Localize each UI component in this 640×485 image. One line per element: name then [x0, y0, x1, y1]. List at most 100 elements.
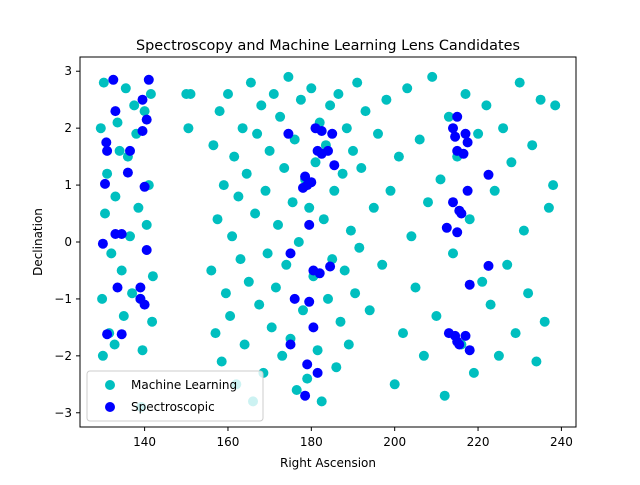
data-point-machine-learning [125, 231, 135, 242]
data-point-machine-learning [233, 191, 244, 202]
data-point-machine-learning [287, 197, 298, 208]
data-point-spectroscopic [325, 261, 336, 272]
data-point-machine-learning [118, 311, 129, 321]
data-point-machine-learning [385, 185, 396, 196]
data-point-machine-learning [216, 356, 227, 367]
data-point-machine-learning [220, 288, 231, 299]
data-point-machine-learning [393, 151, 404, 162]
data-point-machine-learning [225, 311, 236, 321]
data-point-machine-learning [310, 157, 321, 168]
data-point-machine-learning [243, 276, 254, 287]
data-point-machine-learning [316, 396, 327, 407]
data-point-spectroscopic [316, 148, 327, 159]
data-point-spectroscopic [316, 126, 327, 136]
data-point-machine-learning [245, 77, 256, 88]
data-point-machine-learning [218, 180, 229, 191]
data-point-machine-learning [268, 89, 279, 99]
data-point-machine-learning [489, 185, 500, 196]
data-point-spectroscopic [460, 128, 471, 139]
y-axis-title: Declination [31, 208, 45, 276]
data-point-machine-learning [302, 373, 313, 384]
data-point-machine-learning [214, 106, 225, 117]
data-point-machine-learning [239, 339, 250, 350]
data-point-machine-learning [402, 83, 413, 94]
data-point-spectroscopic [139, 299, 150, 310]
legend-box [86, 370, 264, 422]
legend-marker-spectroscopic [105, 402, 115, 412]
data-point-spectroscopic [441, 222, 452, 233]
data-point-machine-learning [260, 185, 271, 196]
data-point-spectroscopic [300, 390, 311, 401]
data-point-machine-learning [464, 214, 475, 225]
data-point-machine-learning [291, 385, 302, 395]
x-tick-label: 200 [383, 435, 406, 449]
data-point-machine-learning [241, 168, 252, 179]
data-point-spectroscopic [448, 123, 458, 134]
data-point-machine-learning [377, 259, 388, 270]
data-point-machine-learning [106, 248, 117, 259]
data-point-machine-learning [235, 254, 246, 265]
legend-marker-machine-learning [105, 380, 115, 390]
data-point-machine-learning [510, 328, 521, 339]
data-point-spectroscopic [285, 339, 296, 350]
data-point-machine-learning [304, 202, 315, 213]
data-point-spectroscopic [116, 229, 127, 239]
data-point-machine-learning [389, 379, 400, 390]
data-point-machine-learning [273, 219, 283, 230]
data-point-machine-learning [335, 316, 346, 327]
data-point-machine-learning [550, 100, 561, 111]
data-point-machine-learning [129, 100, 140, 111]
data-point-machine-learning [281, 259, 292, 270]
data-point-machine-learning [312, 345, 323, 356]
data-point-spectroscopic [450, 131, 461, 142]
data-point-machine-learning [498, 123, 509, 134]
data-point-spectroscopic [456, 208, 467, 219]
data-point-machine-learning [423, 197, 433, 208]
x-tick-label: 180 [300, 435, 323, 449]
data-point-machine-learning [431, 311, 442, 321]
data-point-machine-learning [535, 94, 546, 105]
data-point-spectroscopic [101, 137, 112, 148]
data-point-machine-learning [339, 265, 350, 276]
x-tick-label: 220 [467, 435, 490, 449]
data-point-machine-learning [237, 123, 248, 134]
data-point-machine-learning [120, 83, 131, 94]
data-point-spectroscopic [312, 367, 323, 378]
data-point-machine-learning [97, 350, 108, 361]
data-point-spectroscopic [97, 238, 108, 249]
data-point-spectroscopic [448, 197, 458, 208]
data-point-machine-learning [262, 248, 273, 259]
data-point-spectroscopic [112, 282, 123, 293]
data-point-machine-learning [354, 242, 365, 253]
data-point-machine-learning [229, 151, 240, 162]
data-point-machine-learning [227, 231, 238, 242]
data-point-spectroscopic [110, 106, 121, 117]
data-point-machine-learning [506, 157, 517, 168]
data-point-machine-learning [114, 145, 125, 156]
data-point-machine-learning [266, 322, 277, 333]
data-point-machine-learning [95, 123, 106, 134]
data-point-spectroscopic [329, 160, 340, 171]
data-point-machine-learning [323, 293, 333, 304]
data-point-machine-learning [493, 350, 504, 361]
y-tick-label: −1 [54, 292, 72, 306]
data-point-spectroscopic [289, 293, 300, 304]
data-point-spectroscopic [452, 336, 463, 347]
data-point-spectroscopic [308, 322, 319, 333]
data-point-machine-learning [337, 168, 348, 179]
x-tick-label: 140 [133, 435, 156, 449]
data-point-spectroscopic [483, 169, 494, 180]
data-point-machine-learning [443, 111, 454, 122]
data-point-machine-learning [502, 259, 513, 270]
data-point-machine-learning [223, 89, 233, 99]
data-point-machine-learning [325, 100, 336, 111]
data-point-spectroscopic [462, 185, 473, 196]
data-point-machine-learning [137, 345, 148, 356]
data-point-machine-learning [477, 276, 488, 287]
data-point-machine-learning [343, 339, 354, 350]
data-point-machine-learning [527, 140, 538, 151]
data-point-machine-learning [345, 225, 356, 236]
data-point-machine-learning [147, 316, 158, 327]
data-point-machine-learning [373, 128, 383, 139]
